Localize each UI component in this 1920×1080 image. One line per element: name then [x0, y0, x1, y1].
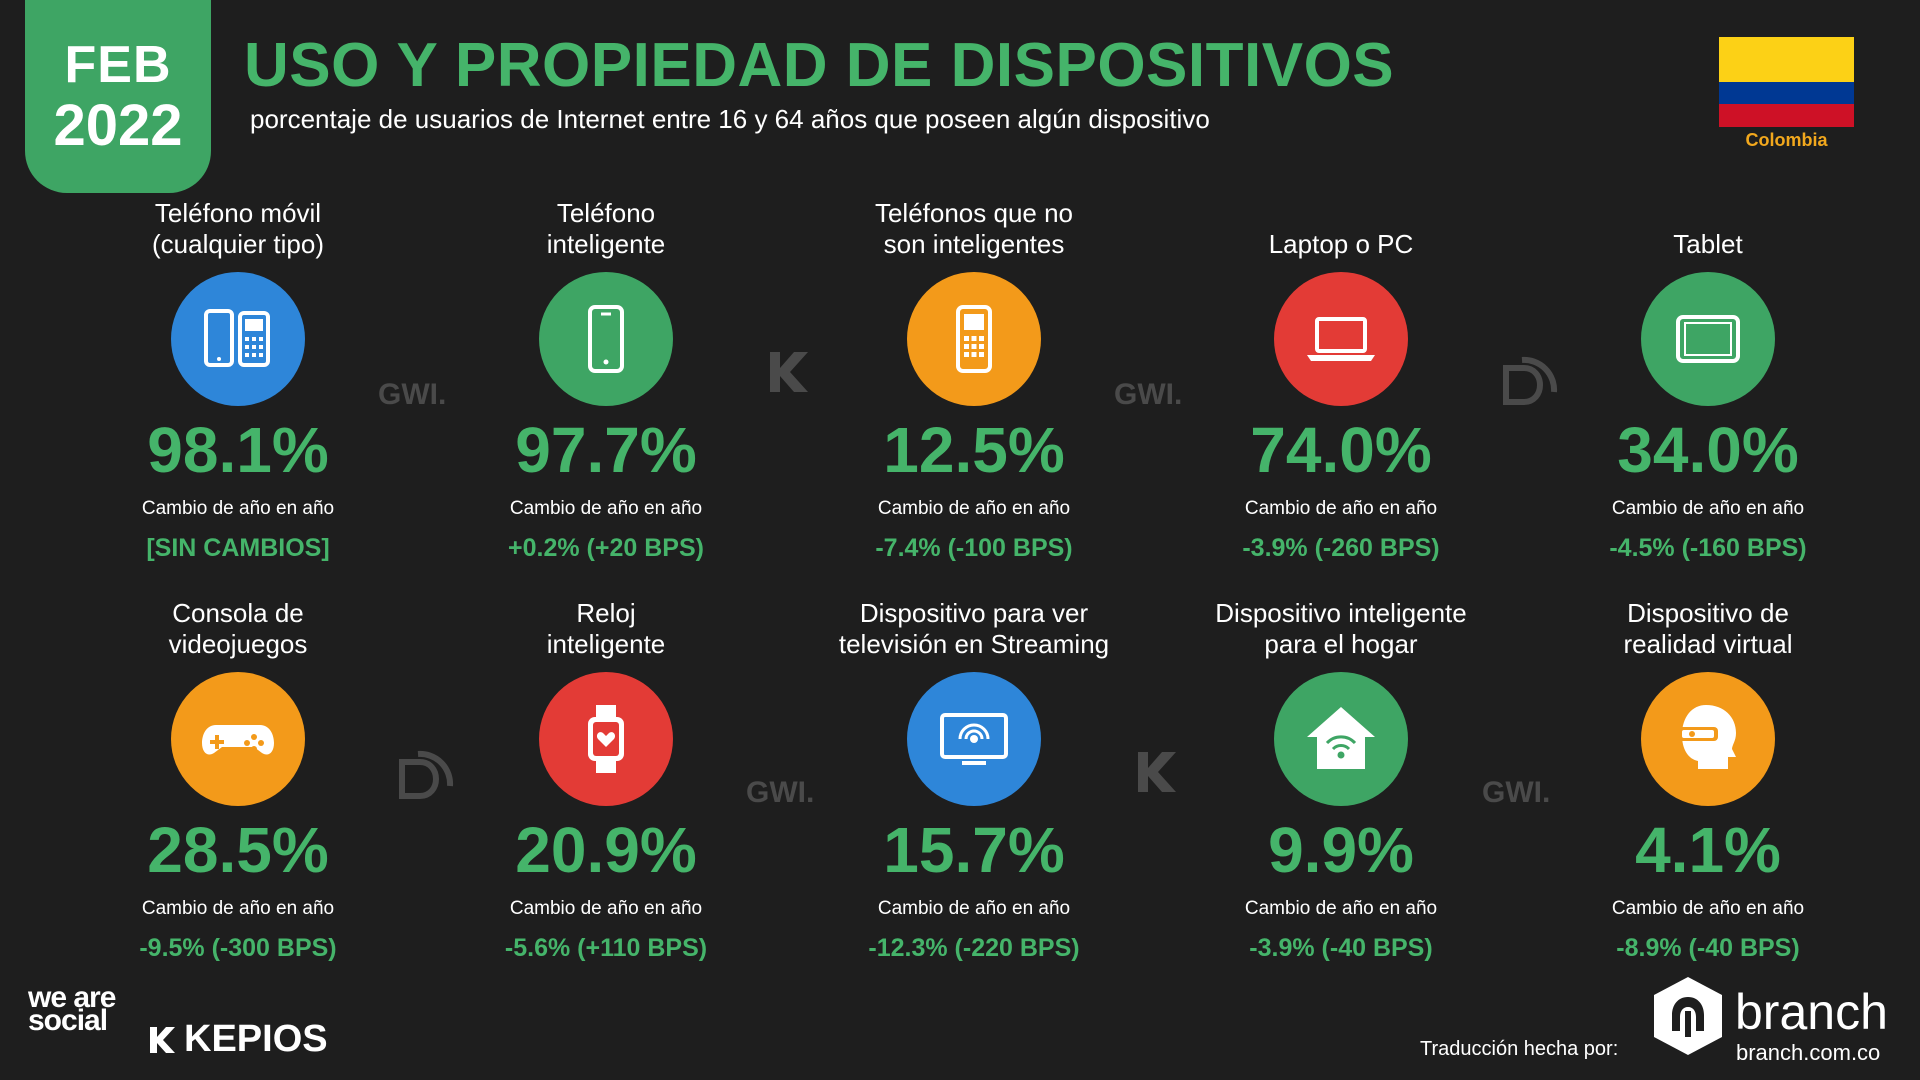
device-label: Consola de videojuegos — [168, 598, 308, 659]
translation-credit: Traducción hecha por: — [1420, 1038, 1619, 1060]
date-badge: FEB 2022 — [25, 0, 211, 193]
device-percentage: 12.5% — [883, 414, 1065, 486]
date-year: 2022 — [53, 92, 183, 158]
yoy-label: Cambio de año en año — [509, 498, 703, 519]
device-percentage: 97.7% — [515, 414, 697, 486]
colombia-flag-icon — [1719, 37, 1854, 127]
device-label: Teléfonos que no son inteligentes — [874, 198, 1074, 259]
country-label: Colombia — [1745, 130, 1828, 150]
branch-logo-icon — [1652, 975, 1724, 1057]
device-label: Teléfono inteligente — [546, 198, 666, 259]
yoy-label: Cambio de año en año — [509, 898, 703, 919]
smartwatch-icon — [539, 672, 673, 806]
yoy-change: -7.4% (-100 BPS) — [875, 534, 1073, 562]
date-month: FEB — [64, 35, 172, 94]
yoy-label: Cambio de año en año — [877, 498, 1071, 519]
feature-phone-icon — [907, 272, 1041, 406]
kepios-icon — [150, 1026, 175, 1053]
yoy-change: -3.9% (-40 BPS) — [1249, 934, 1433, 962]
gamepad-icon — [171, 672, 305, 806]
yoy-label: Cambio de año en año — [1611, 498, 1805, 519]
device-percentage: 20.9% — [515, 814, 697, 886]
yoy-label: Cambio de año en año — [1244, 498, 1438, 519]
smartphone-icon — [539, 272, 673, 406]
yoy-label: Cambio de año en año — [1611, 898, 1805, 919]
streaming-tv-icon — [907, 672, 1041, 806]
device-label: Tablet — [1673, 229, 1743, 259]
branch-url: branch.com.co — [1736, 1040, 1881, 1065]
yoy-change: -4.5% (-160 BPS) — [1609, 534, 1807, 562]
laptop-icon — [1274, 272, 1408, 406]
page-subtitle: porcentaje de usuarios de Internet entre… — [250, 104, 1210, 134]
datareportal-watermark-icon — [396, 742, 456, 807]
tablet-icon — [1641, 272, 1775, 406]
yoy-label: Cambio de año en año — [141, 498, 335, 519]
device-percentage: 34.0% — [1617, 414, 1799, 486]
yoy-change: -9.5% (-300 BPS) — [139, 934, 337, 962]
kepios-logo-text: KEPIOS — [184, 1018, 328, 1060]
yoy-change: +0.2% (+20 BPS) — [508, 534, 704, 562]
yoy-label: Cambio de año en año — [1244, 898, 1438, 919]
smart-home-icon — [1274, 672, 1408, 806]
yoy-change: [SIN CAMBIOS] — [146, 534, 330, 562]
yoy-change: -5.6% (+110 BPS) — [504, 934, 708, 962]
datareportal-watermark-icon — [1500, 348, 1560, 413]
yoy-change: -8.9% (-40 BPS) — [1616, 934, 1800, 962]
yoy-label: Cambio de año en año — [877, 898, 1071, 919]
branch-logo-text: branch — [1735, 984, 1888, 1040]
device-label: Dispositivo de realidad virtual — [1623, 598, 1793, 659]
yoy-label: Cambio de año en año — [141, 898, 335, 919]
device-label: Teléfono móvil (cualquier tipo) — [152, 198, 324, 259]
we-are-social-logo: we are social — [28, 981, 116, 1037]
gwi-watermark: GWI. — [378, 378, 447, 411]
yoy-change: -3.9% (-260 BPS) — [1242, 534, 1440, 562]
gwi-watermark: GWI. — [1114, 378, 1183, 411]
device-percentage: 28.5% — [147, 814, 329, 886]
device-percentage: 98.1% — [147, 414, 329, 486]
device-label: Reloj inteligente — [546, 598, 666, 659]
yoy-change: -12.3% (-220 BPS) — [868, 934, 1080, 962]
device-percentage: 74.0% — [1250, 414, 1432, 486]
kepios-logo: KEPIOS — [148, 1018, 328, 1061]
device-percentage: 9.9% — [1268, 814, 1414, 886]
page-title: USO Y PROPIEDAD DE DISPOSITIVOS — [244, 31, 1395, 100]
gwi-watermark: GWI. — [1482, 776, 1551, 809]
kepios-watermark-icon — [1134, 748, 1180, 811]
device-label: Dispositivo inteligente para el hogar — [1215, 598, 1467, 659]
device-percentage: 4.1% — [1635, 814, 1781, 886]
device-percentage: 15.7% — [883, 814, 1065, 886]
device-label: Dispositivo para ver televisión en Strea… — [838, 598, 1110, 659]
kepios-watermark-icon — [766, 348, 812, 411]
vr-headset-icon — [1641, 672, 1775, 806]
device-label: Laptop o PC — [1268, 229, 1414, 259]
mobile-phones-icon — [171, 272, 305, 406]
gwi-watermark: GWI. — [746, 776, 815, 809]
